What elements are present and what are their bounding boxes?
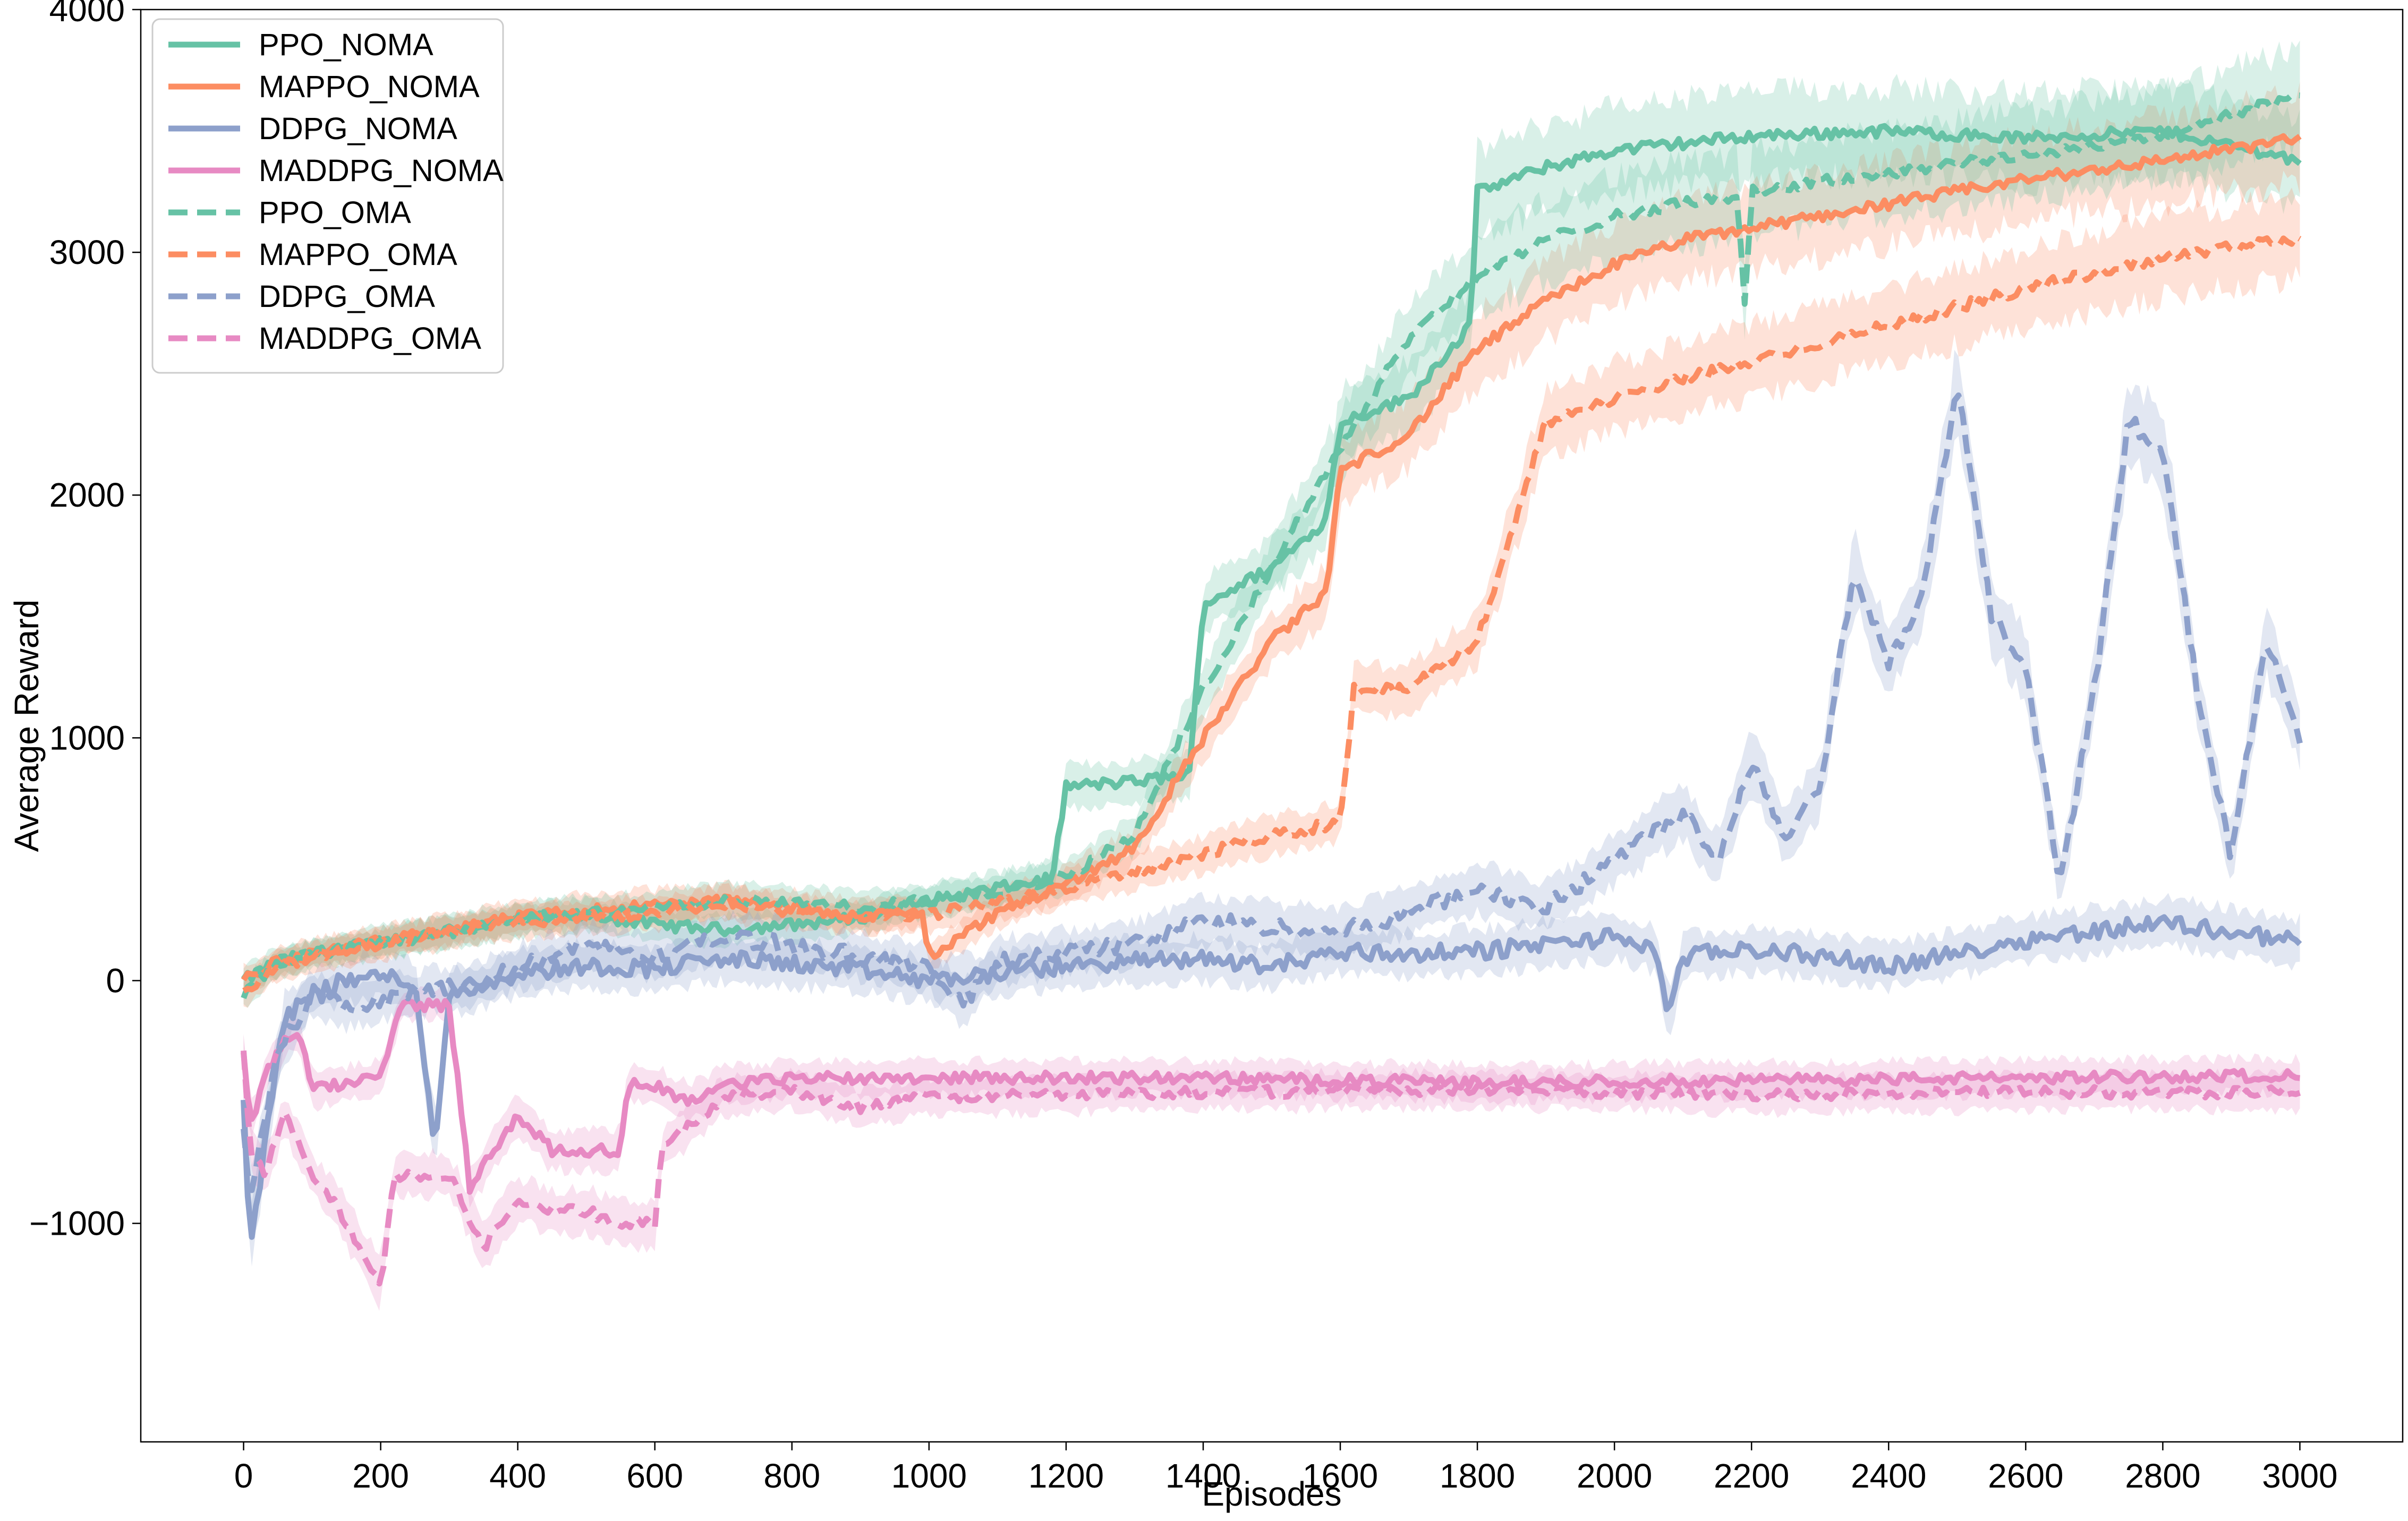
shaded-bands bbox=[243, 40, 2300, 1311]
legend-label: PPO_NOMA bbox=[259, 28, 433, 62]
legend-label: PPO_OMA bbox=[259, 195, 411, 230]
series-line-ddpg-oma bbox=[241, 392, 2303, 1193]
y-tick-label: 3000 bbox=[49, 233, 125, 271]
y-tick-label: 1000 bbox=[49, 719, 125, 757]
x-tick-label: 2400 bbox=[1851, 1457, 1926, 1495]
x-tick-label: 800 bbox=[763, 1457, 820, 1495]
legend-label: MADDPG_NOMA bbox=[259, 153, 504, 188]
series-line-mappo-oma bbox=[242, 233, 2302, 994]
series-line-maddpg-noma bbox=[241, 997, 2300, 1195]
x-tick-label: 1800 bbox=[1440, 1457, 1515, 1495]
plot-frame bbox=[140, 8, 2404, 1443]
y-tick-label: 4000 bbox=[49, 0, 125, 29]
y-tick-label: 2000 bbox=[49, 476, 125, 514]
x-tick-label: 2800 bbox=[2125, 1457, 2200, 1495]
axes: 0 200 400 600 800 1000 1200 1400 1600 1800 2000 220… bbox=[29, 0, 2404, 1495]
series-lines bbox=[241, 92, 2303, 1287]
x-tick-label: 1600 bbox=[1303, 1457, 1378, 1495]
y-axis-label: Average Reward bbox=[7, 600, 46, 852]
series-line-maddpg-oma bbox=[241, 1050, 2301, 1287]
x-tick-label: 1400 bbox=[1165, 1457, 1241, 1495]
legend-label: MAPPO_NOMA bbox=[259, 70, 480, 104]
x-tick-label: 3000 bbox=[2262, 1457, 2337, 1495]
series-line-ppo-oma bbox=[241, 92, 2300, 999]
x-tick-label: 1200 bbox=[1028, 1457, 1104, 1495]
x-tick-label: 600 bbox=[626, 1457, 683, 1495]
legend-box bbox=[151, 18, 504, 374]
legend-label: MAPPO_OMA bbox=[259, 237, 457, 272]
y-tick-label: −1000 bbox=[29, 1204, 125, 1243]
x-tick-label: 2000 bbox=[1577, 1457, 1652, 1495]
band-mappo-noma bbox=[243, 81, 2300, 993]
legend-label: DDPG_NOMA bbox=[259, 112, 457, 146]
band-maddpg-oma bbox=[243, 1034, 2300, 1311]
band-ddpg-noma bbox=[243, 893, 2300, 1267]
series-line-ddpg-noma bbox=[241, 914, 2302, 1240]
x-axis-label: Episodes bbox=[1202, 1475, 1341, 1513]
x-tick-label: 2200 bbox=[1714, 1457, 1789, 1495]
x-tick-label: 0 bbox=[234, 1457, 253, 1495]
x-tick-label: 2600 bbox=[1988, 1457, 2063, 1495]
legend-label: DDPG_OMA bbox=[259, 279, 435, 314]
y-tick-label: 0 bbox=[106, 961, 125, 999]
x-tick-label: 200 bbox=[352, 1457, 409, 1495]
x-tick-label: 1000 bbox=[891, 1457, 967, 1495]
legend-label: MADDPG_OMA bbox=[259, 321, 481, 356]
legend: PPO_NOMA MAPPO_NOMA DDPG_NOMA MADDPG_NOMA PP… bbox=[151, 18, 504, 374]
band-ppo-noma bbox=[243, 74, 2300, 996]
x-tick-label: 400 bbox=[489, 1457, 546, 1495]
